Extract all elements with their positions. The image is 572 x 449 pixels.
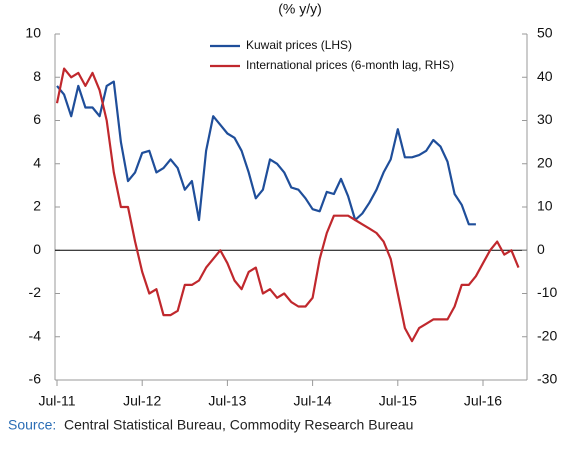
y-tick-label: 10 — [25, 25, 41, 41]
legend-label: Kuwait prices (LHS) — [246, 38, 352, 52]
y2-tick-label: -20 — [537, 327, 557, 343]
legend-label: International prices (6-month lag, RHS) — [246, 58, 454, 72]
y2-tick-label: 20 — [537, 154, 553, 170]
y-tick-label: 4 — [33, 154, 41, 170]
y-tick-label: -2 — [29, 284, 42, 300]
y2-tick-label: 50 — [537, 25, 553, 41]
y2-tick-label: 10 — [537, 198, 553, 214]
y2-tick-label: 0 — [537, 241, 545, 257]
x-tick-label: Jul-15 — [379, 393, 417, 409]
y-tick-label: -4 — [29, 327, 42, 343]
y-tick-label: -6 — [29, 371, 42, 387]
y2-tick-label: -30 — [537, 371, 557, 387]
y-tick-label: 6 — [33, 111, 41, 127]
source: Central Statistical Bureau, Commodity Re… — [64, 417, 413, 433]
chart-title: (% y/y) — [278, 1, 322, 17]
y-tick-label: 8 — [33, 68, 41, 84]
source-label: Source: — [8, 417, 56, 433]
series-line — [56, 80, 476, 226]
series-line — [55, 67, 520, 343]
x-tick-label: Jul-12 — [123, 393, 161, 409]
x-tick-label: Jul-14 — [294, 393, 332, 409]
x-tick-label: Jul-11 — [38, 393, 75, 409]
y-tick-label: 2 — [33, 198, 41, 214]
y2-tick-label: 40 — [537, 68, 553, 84]
x-tick-label: Jul-13 — [208, 393, 246, 409]
x-tick-label: Jul-16 — [464, 393, 502, 409]
y2-tick-label: 30 — [537, 111, 553, 127]
y2-tick-label: -10 — [537, 284, 557, 300]
y-tick-label: 0 — [33, 241, 41, 257]
